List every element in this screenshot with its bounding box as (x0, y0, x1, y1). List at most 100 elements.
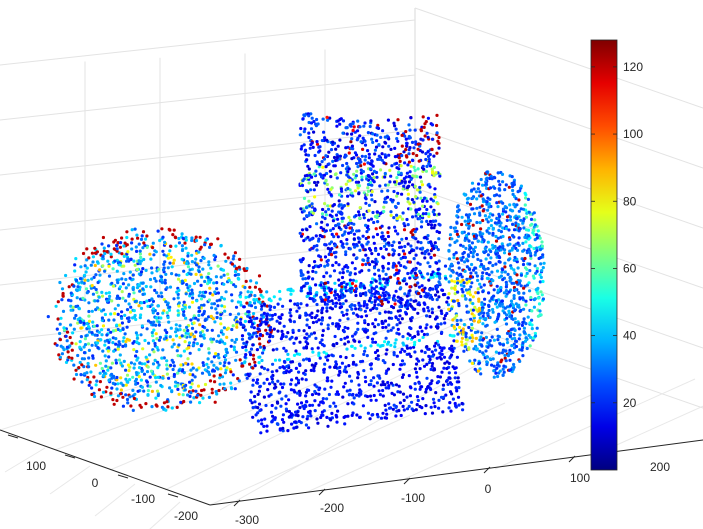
data-point (160, 227, 164, 231)
data-point (438, 346, 442, 350)
data-point (181, 236, 185, 240)
data-point (394, 289, 398, 293)
data-point (206, 275, 210, 279)
data-point (389, 174, 393, 178)
data-point (424, 326, 428, 330)
data-point (528, 321, 532, 325)
data-point (222, 282, 226, 286)
data-point (375, 175, 379, 179)
data-point (346, 317, 350, 321)
data-point (121, 383, 125, 387)
data-point (329, 228, 333, 232)
data-point (67, 355, 71, 359)
data-point (525, 346, 529, 351)
data-point (343, 230, 347, 234)
data-point (303, 127, 307, 131)
data-point (442, 366, 446, 370)
data-point (215, 392, 219, 396)
data-point (419, 241, 423, 245)
data-point (503, 356, 507, 360)
data-point (433, 317, 438, 321)
data-point (319, 400, 323, 404)
data-point (434, 391, 438, 395)
data-point (354, 279, 358, 283)
data-point (496, 288, 500, 292)
data-point (260, 313, 264, 317)
data-point (67, 285, 71, 289)
data-point (353, 267, 357, 271)
data-point (305, 228, 309, 232)
data-point (476, 257, 480, 261)
data-point (514, 320, 518, 325)
data-point (393, 204, 398, 209)
data-point (164, 300, 168, 304)
data-point (287, 370, 291, 374)
data-point (455, 232, 459, 236)
data-point (68, 344, 72, 348)
data-point (518, 359, 522, 363)
data-point (443, 314, 447, 318)
data-point (365, 306, 369, 310)
data-point (374, 285, 379, 289)
data-point (489, 224, 493, 228)
data-point (533, 331, 538, 336)
data-point (326, 354, 331, 358)
data-point (474, 291, 478, 295)
data-point (461, 255, 465, 259)
data-point (265, 424, 269, 428)
data-point (441, 410, 445, 414)
data-point (64, 360, 69, 364)
data-point (399, 413, 403, 418)
data-point (471, 247, 476, 252)
data-point (78, 277, 83, 281)
data-point (114, 342, 118, 346)
data-point (311, 269, 315, 273)
data-point (198, 309, 202, 313)
data-point (355, 393, 359, 397)
data-point (516, 190, 520, 194)
data-point (95, 260, 100, 264)
data-point (437, 274, 441, 279)
data-point (409, 319, 413, 323)
data-point (337, 199, 341, 203)
data-point (418, 367, 422, 371)
data-point (340, 361, 344, 365)
data-point (150, 331, 154, 335)
data-point (474, 344, 478, 348)
data-point (159, 383, 163, 388)
data-point (424, 152, 428, 156)
data-point (530, 323, 534, 327)
data-point (210, 360, 214, 364)
data-point (442, 346, 446, 350)
data-point (474, 271, 478, 275)
data-point (514, 214, 518, 218)
data-point (361, 292, 365, 296)
tick-label-x-5: 100 (570, 471, 590, 485)
data-point (259, 293, 263, 297)
data-point (312, 244, 316, 248)
data-point (265, 304, 269, 308)
data-point (364, 262, 368, 266)
data-point (237, 273, 241, 277)
data-point (146, 365, 150, 369)
data-point (223, 371, 228, 375)
data-point (194, 316, 198, 320)
data-point (374, 262, 378, 266)
data-point (351, 311, 356, 315)
data-point (358, 304, 362, 308)
data-point (396, 277, 400, 281)
data-point (211, 368, 215, 372)
data-point (375, 126, 379, 130)
data-point (426, 234, 430, 238)
data-point (214, 307, 218, 311)
data-point (365, 242, 369, 246)
data-point (387, 323, 391, 327)
data-point (486, 208, 490, 212)
data-point (121, 395, 125, 399)
data-point (237, 277, 241, 281)
data-point (124, 377, 128, 381)
data-point (82, 281, 86, 285)
data-point (470, 326, 474, 330)
data-point (401, 211, 405, 215)
data-point (258, 333, 262, 337)
